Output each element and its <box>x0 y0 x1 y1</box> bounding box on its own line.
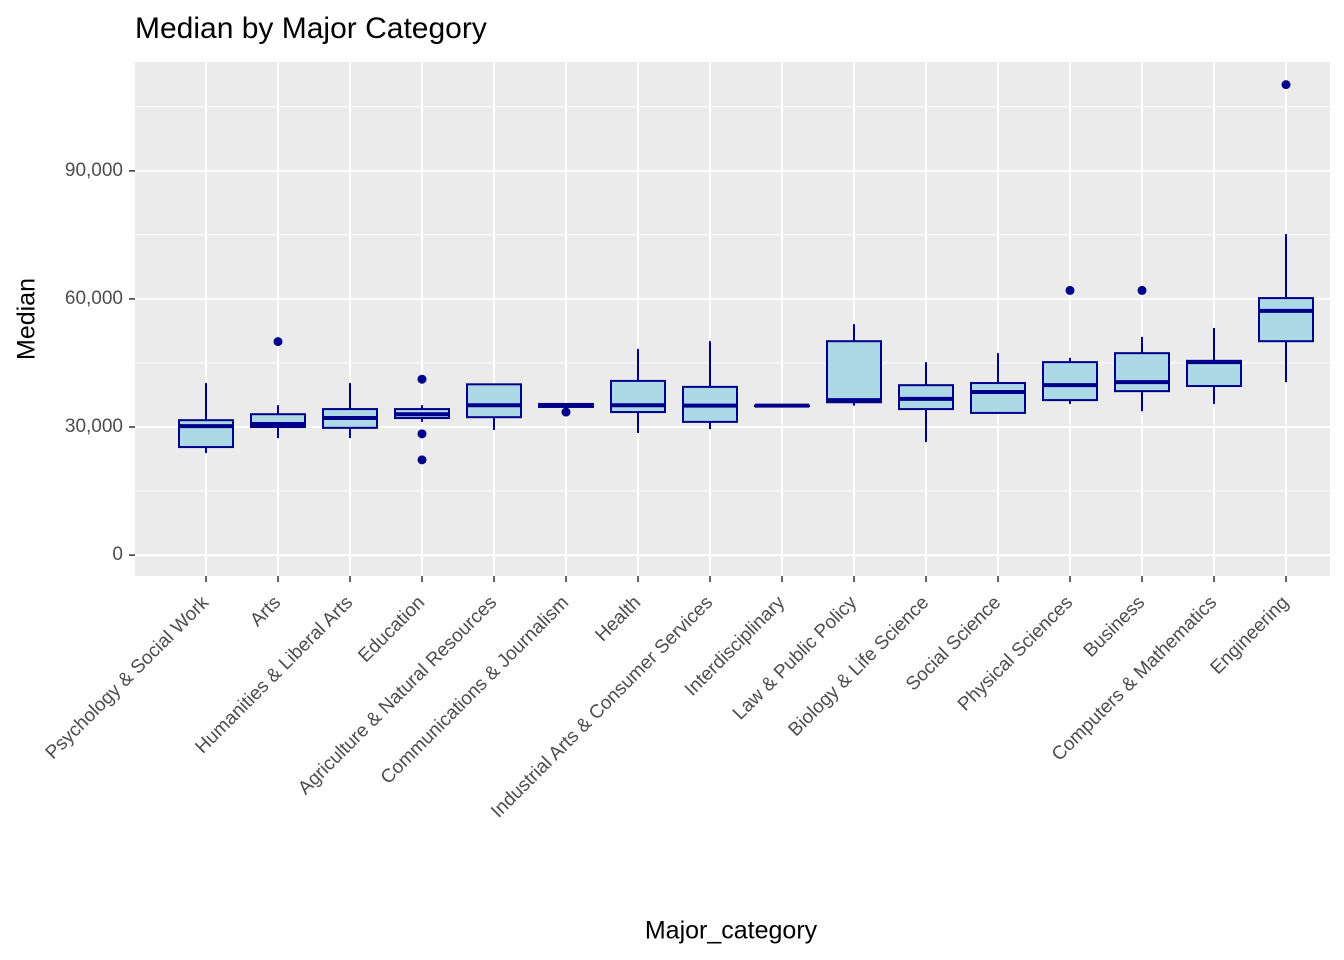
box <box>610 379 666 414</box>
x-tick-label: Biology & Life Science <box>785 592 934 741</box>
x-tick-label: Health <box>591 592 645 646</box>
outlier <box>417 429 427 439</box>
x-tick-label: Psychology & Social Work <box>42 592 214 764</box>
y-tick-label: 30,000 <box>65 416 123 437</box>
box <box>1186 359 1242 388</box>
box <box>826 340 882 404</box>
box <box>1258 297 1314 343</box>
y-axis-title: Median <box>13 278 41 360</box>
x-tick-label: Education <box>354 592 429 667</box>
panel <box>135 62 1330 576</box>
outlier <box>1137 285 1147 295</box>
y-tick-label: 60,000 <box>65 288 123 309</box>
x-tick-label: Arts <box>246 592 285 631</box>
x-tick-label: Law & Public Policy <box>729 592 861 724</box>
box <box>466 383 522 419</box>
outlier <box>561 407 571 417</box>
outlier <box>1281 80 1291 90</box>
box <box>1042 361 1098 402</box>
outlier <box>273 337 283 347</box>
outlier <box>1065 285 1075 295</box>
y-tick-label: 0 <box>112 544 123 565</box>
x-tick-label: Business <box>1080 592 1149 661</box>
y-tick-label: 90,000 <box>65 160 123 181</box>
chart-title: Median by Major Category <box>135 12 487 45</box>
x-tick-label: Engineering <box>1207 592 1294 679</box>
outlier <box>417 455 427 465</box>
box <box>970 382 1026 414</box>
outlier <box>417 374 427 384</box>
x-axis-title: Major_category <box>645 917 818 945</box>
box <box>1114 352 1170 393</box>
